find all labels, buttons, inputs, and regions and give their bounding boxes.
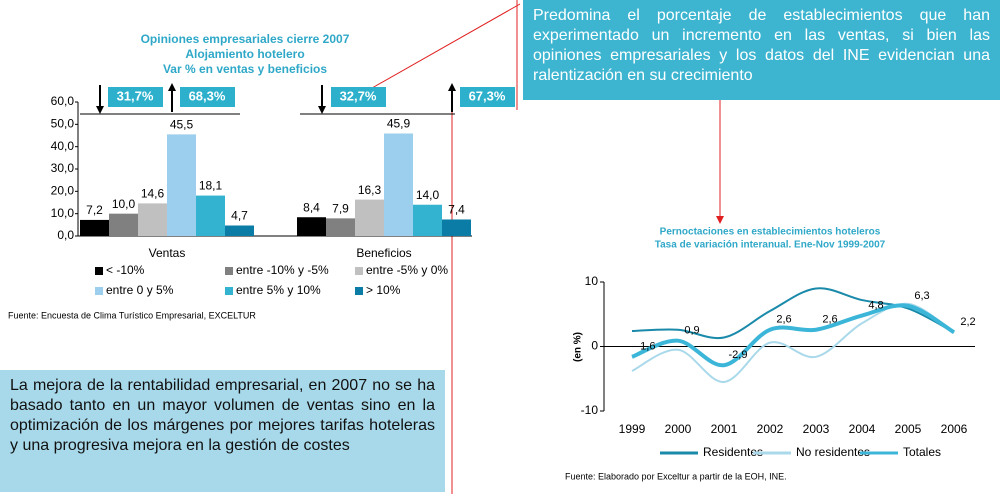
x-tick-label: 1999 <box>619 422 646 436</box>
data-label: 7,9 <box>332 202 349 216</box>
legend-label: Residentes <box>703 445 763 459</box>
x-tick-label: 2005 <box>895 422 922 436</box>
bar <box>225 225 254 236</box>
bar <box>413 204 442 236</box>
y-tick-label: 30,0 <box>51 161 75 175</box>
connector <box>371 3 521 89</box>
y-axis-label: (en %) <box>573 332 584 362</box>
annotation: 67,3% <box>469 88 506 103</box>
x-tick-label: Ventas <box>149 246 186 260</box>
bar <box>80 219 109 236</box>
data-label: 2,6 <box>776 314 791 326</box>
legend-swatch <box>355 287 363 295</box>
arrow-head <box>168 83 176 91</box>
annotation: 32,7% <box>340 88 377 103</box>
data-label: 2,6 <box>822 314 837 326</box>
source: Fuente: Encuesta de Clima Turístico Empr… <box>8 310 256 320</box>
legend-label: entre -5% y 0% <box>366 263 448 277</box>
bar <box>167 134 196 236</box>
annotation-box <box>331 87 386 107</box>
data-label: 10,0 <box>112 197 136 211</box>
y-tick-label: 0,0 <box>57 228 74 242</box>
y-tick-label: 50,0 <box>51 117 75 131</box>
chart-title: Alojamiento hotelero <box>185 47 304 61</box>
bar <box>196 195 225 236</box>
y-tick-label: 60,0 <box>51 94 75 108</box>
chart-title: Opiniones empresariales cierre 2007 <box>141 32 350 46</box>
legend-swatch <box>95 287 103 295</box>
data-label: 4,8 <box>868 299 883 311</box>
annotation: 68,3% <box>189 88 226 103</box>
data-label: -2,9 <box>729 349 748 361</box>
x-tick-label: Beneficios <box>356 246 411 260</box>
legend-swatch <box>95 267 103 275</box>
annotation: 31,7% <box>117 88 154 103</box>
data-label: -1,6 <box>637 341 656 353</box>
arrow-head <box>96 106 104 114</box>
legend-label: entre 5% y 10% <box>236 283 321 297</box>
arrow-head <box>318 106 326 114</box>
x-tick-label: 2003 <box>803 422 830 436</box>
legend-label: < -10% <box>106 263 145 277</box>
arrow-head <box>716 216 724 224</box>
chart-title: Tasa de variación interanual. Ene-Nov 19… <box>655 240 886 251</box>
data-label: 7,4 <box>448 203 465 217</box>
chart-title: Var % en ventas y beneficios <box>163 62 327 76</box>
legend-label: entre -10% y -5% <box>236 263 329 277</box>
x-tick-label: 2004 <box>849 422 876 436</box>
data-label: 45,9 <box>387 117 411 131</box>
data-label: 14,0 <box>416 188 440 202</box>
bar <box>355 199 384 236</box>
legend-label: entre 0 y 5% <box>106 283 174 297</box>
data-label: 14,6 <box>141 187 165 201</box>
x-tick-label: 2001 <box>711 422 738 436</box>
arrow-head <box>448 83 456 91</box>
line <box>631 287 955 340</box>
annotation-box <box>460 87 515 107</box>
text-box: Predomina el porcentaje de establecimien… <box>523 0 1000 100</box>
annotation-box <box>108 87 163 107</box>
data-label: 8,4 <box>303 200 320 214</box>
x-tick-label: 2006 <box>941 422 968 436</box>
bar <box>297 217 326 236</box>
y-tick-label: -10 <box>581 403 599 417</box>
bar <box>109 213 138 236</box>
bar <box>138 203 167 236</box>
legend-label: Totales <box>903 445 941 459</box>
x-tick-label: 2002 <box>757 422 784 436</box>
y-tick-label: 20,0 <box>51 184 75 198</box>
text-box: La mejora de la rentabilidad empresarial… <box>0 370 445 492</box>
legend-label: > 10% <box>366 283 401 297</box>
annotation-box <box>180 87 235 107</box>
bar <box>442 219 471 236</box>
y-tick-label: 40,0 <box>51 139 75 153</box>
line <box>631 303 956 368</box>
legend-swatch <box>225 267 233 275</box>
y-tick-label: 10,0 <box>51 206 75 220</box>
data-label: 2,2 <box>960 316 975 328</box>
data-label: 45,5 <box>170 118 194 132</box>
source: Fuente: Elaborado por Exceltur a partir … <box>565 471 787 481</box>
y-tick-label: 10 <box>585 274 599 288</box>
legend-swatch <box>225 287 233 295</box>
data-label: 0,9 <box>684 325 699 337</box>
data-label: 6,3 <box>914 290 929 302</box>
y-tick-label: 0 <box>591 339 598 353</box>
data-label: 7,2 <box>86 203 103 217</box>
chart-title: Pernoctaciones en establecimientos hotel… <box>660 227 881 238</box>
bar <box>384 133 413 236</box>
data-label: 4,7 <box>231 209 248 223</box>
data-label: 18,1 <box>199 179 223 193</box>
bar <box>326 218 355 236</box>
legend-label: No residentes <box>796 445 870 459</box>
data-label: 16,3 <box>358 183 382 197</box>
legend-swatch <box>355 267 363 275</box>
x-tick-label: 2000 <box>665 422 692 436</box>
